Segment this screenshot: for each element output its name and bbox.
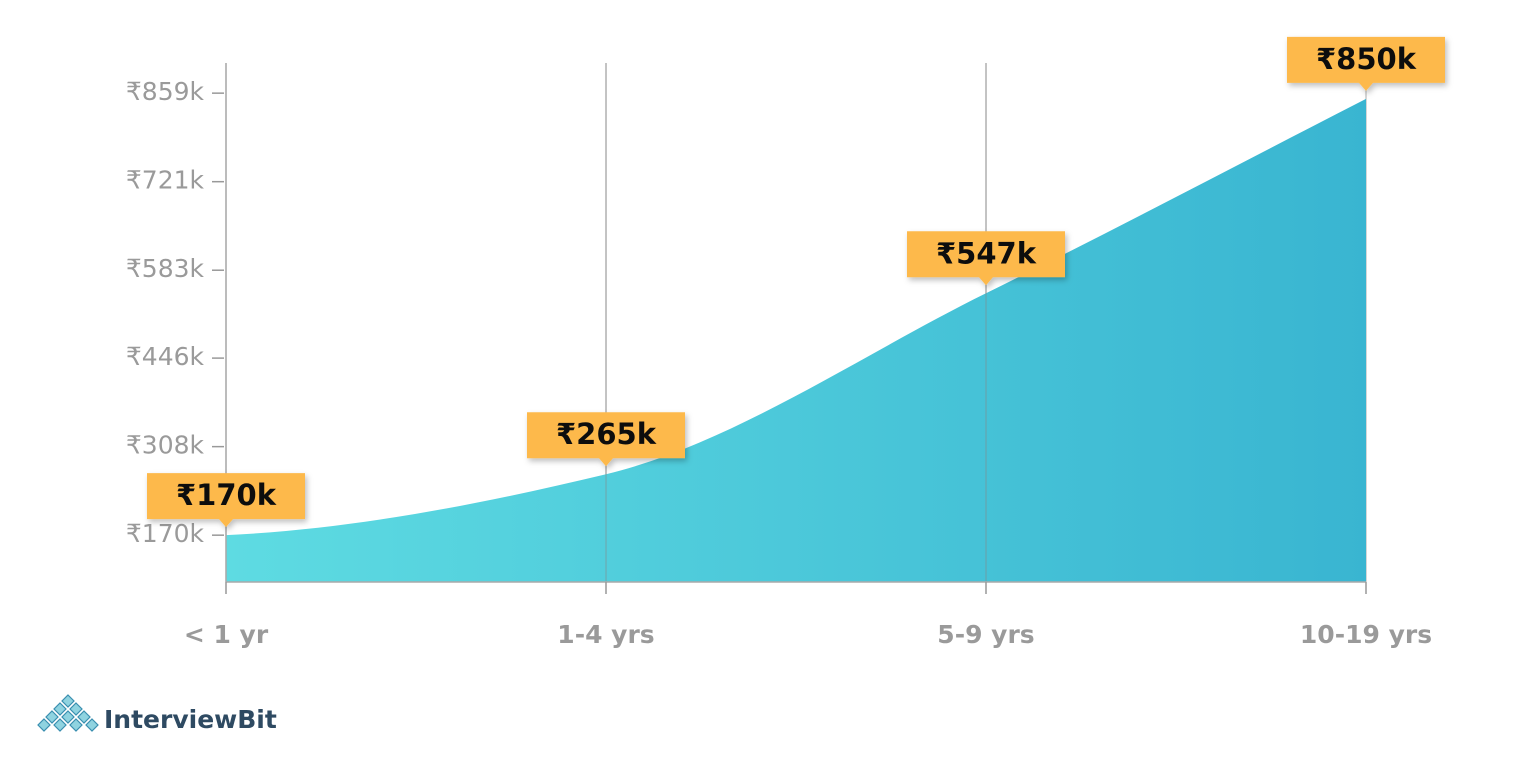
value-label: ₹170k (147, 473, 305, 528)
y-tick-label: ₹308k (126, 431, 205, 460)
y-tick-label: ₹583k (126, 254, 205, 283)
x-tick-label: 5-9 yrs (937, 620, 1034, 649)
value-label-text: ₹170k (176, 478, 277, 512)
value-label-box (527, 412, 685, 467)
area (226, 98, 1366, 582)
value-label-text: ₹850k (1316, 42, 1417, 76)
plot: ₹170k ₹308k ₹446k ₹583k ₹721k ₹859k < 1 yr 1-4 … (126, 36, 1445, 649)
y-tick-label: ₹859k (126, 77, 205, 106)
value-label: ₹850k (1287, 36, 1445, 91)
logo-text: InterviewBit (104, 705, 277, 734)
x-tick-label: 1-4 yrs (557, 620, 654, 649)
value-label-text: ₹265k (556, 417, 657, 451)
value-label-box (147, 473, 305, 528)
value-label-box (1287, 36, 1445, 91)
value-label: ₹547k (907, 231, 1065, 286)
value-label-box (907, 231, 1065, 286)
y-tick-label: ₹446k (126, 342, 205, 371)
value-label-text: ₹547k (936, 236, 1037, 270)
x-tick-label: < 1 yr (184, 620, 269, 649)
y-tick-label: ₹721k (126, 166, 205, 195)
logo-icon (37, 694, 99, 732)
y-tick-label: ₹170k (126, 519, 205, 548)
value-label: ₹265k (527, 412, 685, 467)
x-tick-label: 10-19 yrs (1300, 620, 1432, 649)
